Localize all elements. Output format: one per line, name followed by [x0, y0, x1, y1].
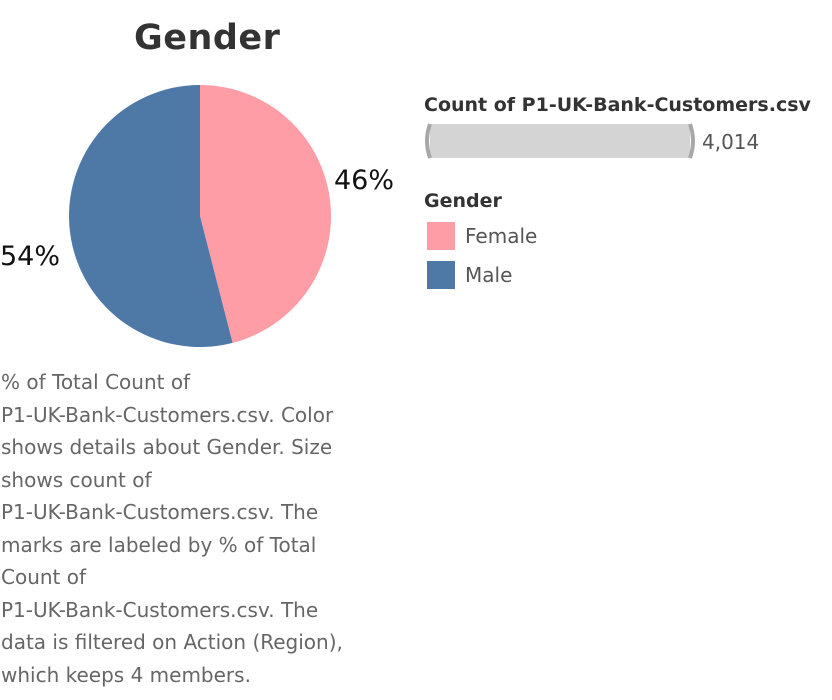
legend-swatch-male — [427, 261, 455, 289]
legend-swatch-female — [427, 222, 455, 250]
pie-label-male: 54% — [0, 241, 60, 272]
size-legend-shape — [430, 124, 690, 158]
pie-slice-female[interactable] — [200, 85, 331, 343]
chart-title: Gender — [134, 18, 281, 58]
legend-label-female: Female — [465, 224, 538, 248]
size-legend-title: Count of P1-UK-Bank-Customers.csv — [424, 94, 811, 116]
legend-item-male[interactable]: Male — [427, 261, 512, 289]
pie-chart: 46% 54% — [0, 85, 394, 347]
size-legend-left-cap — [425, 123, 432, 159]
pie-label-female: 46% — [334, 165, 394, 196]
legend-item-female[interactable]: Female — [427, 222, 537, 250]
size-legend-value: 4,014 — [702, 130, 760, 154]
color-legend-title: Gender — [424, 190, 502, 212]
size-legend-bar — [425, 123, 695, 159]
pie-slice-male[interactable] — [68, 85, 233, 347]
size-legend-right-cap — [688, 123, 695, 159]
chart-caption: % of Total Count of P1-UK-Bank-Customers… — [1, 370, 343, 687]
legend-label-male: Male — [465, 263, 513, 287]
